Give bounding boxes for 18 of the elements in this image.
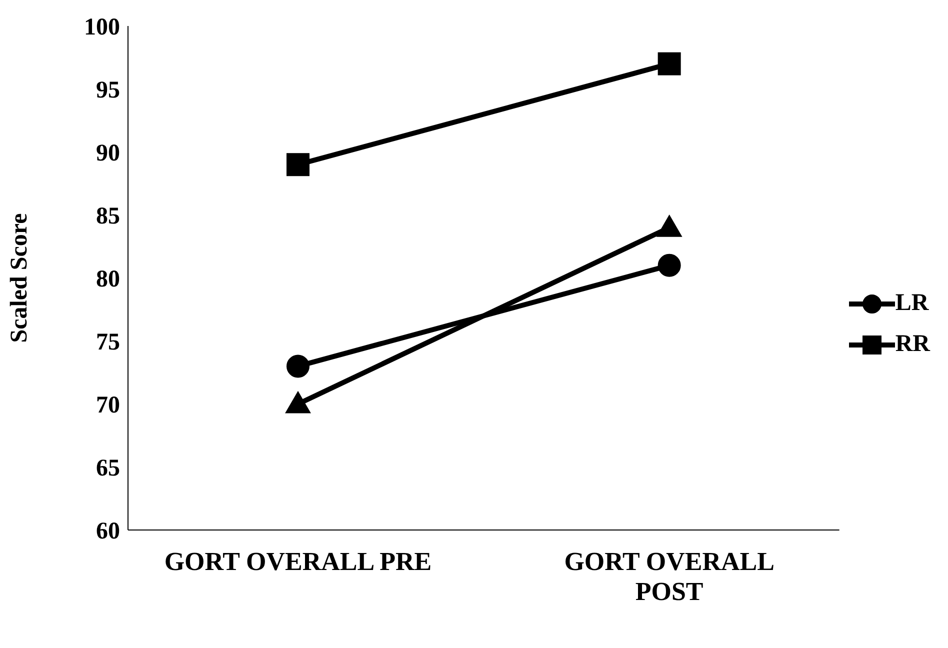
point (286, 354, 310, 378)
point (658, 254, 681, 277)
y-tick-label: 65 (96, 456, 120, 482)
y-tick-label: 90 (96, 140, 120, 167)
y-tick-label: 80 (96, 266, 120, 293)
y-axis-title: Scaled Score (6, 212, 33, 343)
legend-label: RR (895, 331, 930, 358)
y-tick-label: 100 (84, 14, 120, 41)
x-tick-label: GORT OVERALL POST (564, 547, 774, 606)
y-tick-label: 60 (96, 518, 120, 545)
x-tick-label: GORT OVERALL PRE (164, 547, 432, 576)
point (658, 52, 681, 76)
point (286, 153, 310, 176)
y-tick-label: 85 (96, 204, 120, 230)
y-tick-label: 70 (96, 392, 120, 419)
y-tick-label: 75 (96, 330, 120, 356)
y-tick-label: 95 (96, 78, 120, 104)
legend-label: LR (895, 290, 929, 317)
